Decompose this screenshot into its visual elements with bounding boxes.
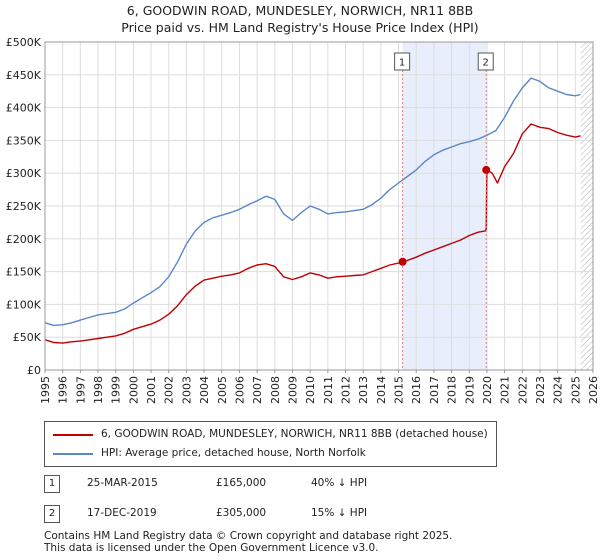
x-tick-label: 2017 (428, 376, 441, 404)
x-tick-label: 2025 (569, 376, 582, 404)
x-tick-label: 2020 (481, 376, 494, 404)
marker-badge-2 (477, 52, 494, 71)
y-tick-label: £150K (6, 266, 42, 279)
y-tick-label: £400K (6, 102, 42, 115)
legend-item-hpi: HPI: Average price, detached house, Nort… (45, 446, 496, 462)
transaction-badge: 2 (44, 505, 60, 523)
y-tick-label: £250K (6, 200, 42, 213)
x-tick-label: 2001 (145, 376, 158, 404)
x-tick-label: 2021 (499, 376, 512, 404)
x-tick-label: 2010 (304, 376, 317, 404)
x-tick-label: 1999 (110, 376, 123, 404)
marker-badge-1 (394, 52, 411, 71)
x-tick-label: 2015 (393, 376, 406, 404)
chart-legend: 6, GOODWIN ROAD, MUNDESLEY, NORWICH, NR1… (44, 421, 497, 467)
x-tick-label: 2005 (216, 376, 229, 404)
x-tick-label: 2023 (534, 376, 547, 404)
chart-title: 6, GOODWIN ROAD, MUNDESLEY, NORWICH, NR1… (126, 3, 474, 18)
y-tick-label: £50K (13, 331, 42, 344)
legend-item-property: 6, GOODWIN ROAD, MUNDESLEY, NORWICH, NR1… (45, 427, 496, 443)
y-tick-label: £200K (6, 233, 42, 246)
legend-label-property: 6, GOODWIN ROAD, MUNDESLEY, NORWICH, NR1… (101, 428, 488, 440)
y-tick-label: £300K (6, 167, 42, 180)
marker-label-1: 1 (399, 58, 405, 69)
x-tick-label: 2000 (127, 376, 140, 404)
x-tick-label: 2011 (322, 376, 335, 404)
transaction-price: £305,000 (216, 507, 267, 519)
sale-point-2 (482, 165, 491, 174)
transaction-hpi: 15% ↓ HPI (311, 507, 368, 519)
sale-point-1 (398, 257, 407, 266)
x-tick-label: 2016 (410, 376, 423, 404)
y-tick-label: £100K (6, 298, 42, 311)
transaction-date: 25-MAR-2015 (87, 477, 158, 489)
transaction-price: £165,000 (216, 477, 267, 489)
y-tick-label: £500K (6, 36, 42, 49)
footer-copyright: Contains HM Land Registry data © Crown c… (44, 530, 453, 542)
transaction-date: 17-DEC-2019 (87, 507, 157, 519)
x-tick-label: 2008 (269, 376, 282, 404)
x-tick-label: 1998 (92, 376, 105, 404)
y-tick-label: £450K (6, 69, 42, 82)
x-tick-label: 2007 (251, 376, 264, 404)
x-tick-label: 2009 (286, 376, 299, 404)
x-tick-label: 1996 (57, 376, 70, 404)
series-line-property (44, 123, 581, 344)
x-tick-label: 2024 (552, 376, 565, 404)
footer-license: This data is licensed under the Open Gov… (44, 542, 379, 554)
legend-swatch-property (53, 434, 93, 436)
marker-label-2: 2 (483, 58, 489, 69)
chart-subtitle: Price paid vs. HM Land Registry's House … (121, 20, 479, 35)
x-tick-label: 2013 (357, 376, 370, 404)
x-tick-label: 1997 (74, 376, 87, 404)
x-tick-label: 2006 (233, 376, 246, 404)
transaction-hpi: 40% ↓ HPI (311, 477, 368, 489)
x-tick-label: 2002 (163, 376, 176, 404)
x-tick-label: 2012 (340, 376, 353, 404)
x-tick-label: 2014 (375, 376, 388, 404)
y-tick-label: £350K (6, 134, 42, 147)
y-tick-label: £0 (27, 364, 41, 377)
series-line-hpi (44, 77, 581, 327)
x-tick-label: 2004 (198, 376, 211, 404)
transaction-badge: 1 (44, 475, 60, 493)
x-tick-label: 2026 (587, 376, 600, 404)
x-tick-label: 1995 (39, 376, 52, 404)
x-tick-label: 2018 (446, 376, 459, 404)
plot-frame (44, 41, 594, 371)
legend-label-hpi: HPI: Average price, detached house, Nort… (101, 447, 366, 459)
price-chart: £0 £50K £100K £150K £200K £250K £300K £350K £400… (6, 36, 600, 404)
x-tick-label: 2003 (180, 376, 193, 404)
x-tick-label: 2019 (463, 376, 476, 404)
legend-swatch-hpi (53, 453, 93, 455)
x-tick-label: 2022 (516, 376, 529, 404)
